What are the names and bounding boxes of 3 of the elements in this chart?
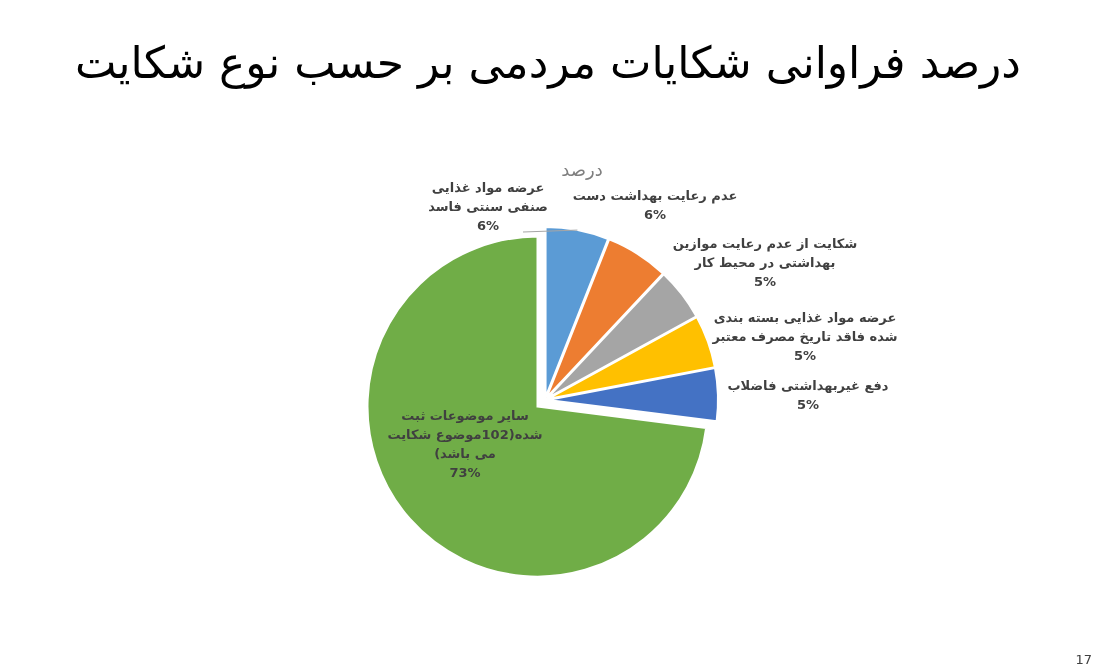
- annotation: 17: [1075, 652, 1092, 667]
- title: درصد فراوانی شکایات مردمی بر حسب نوع شکایت: [75, 37, 1021, 88]
- subtitle: درصد: [561, 159, 603, 180]
